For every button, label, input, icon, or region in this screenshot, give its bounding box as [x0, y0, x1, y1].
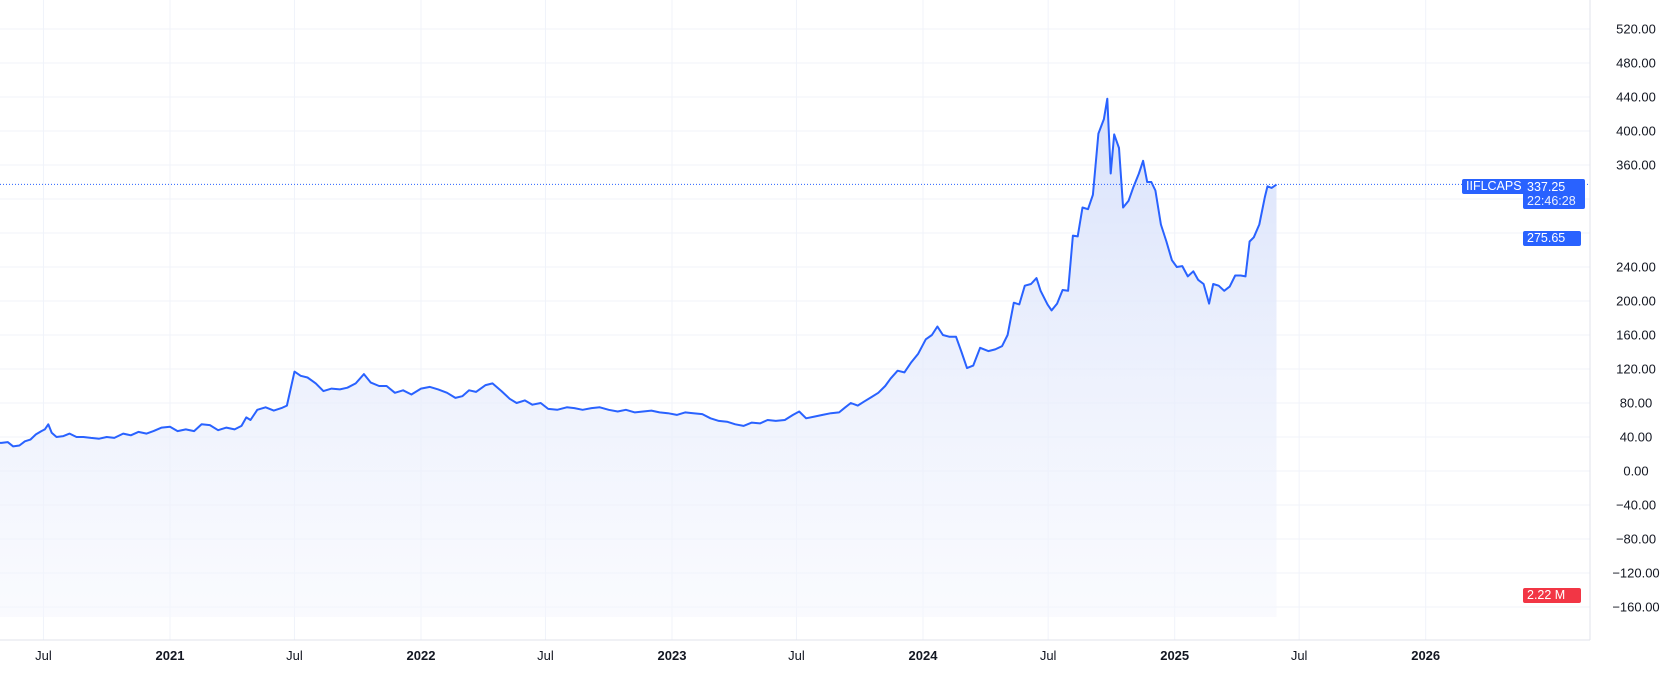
- price-axis[interactable]: [1590, 0, 1668, 640]
- volume-marker-tag: 2.22 M: [1523, 588, 1581, 603]
- price-tick-label: 520.00: [1616, 22, 1656, 37]
- price-tick-label: 160.00: [1616, 328, 1656, 343]
- price-tick-label: 80.00: [1620, 396, 1653, 411]
- price-tick-label: 120.00: [1616, 362, 1656, 377]
- time-tick-label: 2021: [156, 648, 185, 663]
- time-tick-label: Jul: [788, 648, 805, 663]
- time-tick-label: Jul: [35, 648, 52, 663]
- countdown-timer: 22:46:28: [1527, 194, 1576, 208]
- time-tick-label: 2024: [909, 648, 939, 663]
- time-tick-label: Jul: [1040, 648, 1057, 663]
- price-tick-label: −160.00: [1612, 600, 1659, 615]
- price-tick-label: 360.00: [1616, 158, 1656, 173]
- price-tick-label: 40.00: [1620, 430, 1653, 445]
- price-tick-label: 480.00: [1616, 56, 1656, 71]
- last-price-value: 337.25: [1527, 180, 1566, 194]
- price-tick-label: 400.00: [1616, 124, 1656, 139]
- price-tick-label: −80.00: [1616, 532, 1656, 547]
- price-tick-label: 0.00: [1623, 464, 1648, 479]
- price-tick-label: 440.00: [1616, 90, 1656, 105]
- time-axis-ticks: Jul 2021 Jul 2022 Jul 2023 Jul 2024 Jul 2025 Jul 20…: [35, 648, 1440, 663]
- price-tick-label: 240.00: [1616, 260, 1656, 275]
- last-price-tag: 337.25 22:46:28: [1523, 179, 1585, 209]
- symbol-tag: IIFLCAPS: [1462, 179, 1526, 194]
- time-tick-label: Jul: [1291, 648, 1308, 663]
- price-tick-label: −120.00: [1612, 566, 1659, 581]
- price-area-fill: [0, 98, 1277, 617]
- price-tick-label: −40.00: [1616, 498, 1656, 513]
- time-tick-label: 2025: [1160, 648, 1189, 663]
- time-tick-label: Jul: [286, 648, 303, 663]
- time-tick-label: 2023: [658, 648, 687, 663]
- time-tick-label: 2022: [407, 648, 436, 663]
- time-tick-label: 2026: [1411, 648, 1440, 663]
- price-axis-ticks: 520.00 480.00 440.00 400.00 360.00 240.00 200.…: [1612, 22, 1659, 615]
- price-marker-tag: 275.65: [1523, 231, 1581, 246]
- price-tick-label: 200.00: [1616, 294, 1656, 309]
- time-tick-label: Jul: [537, 648, 554, 663]
- price-line: [0, 97, 1278, 448]
